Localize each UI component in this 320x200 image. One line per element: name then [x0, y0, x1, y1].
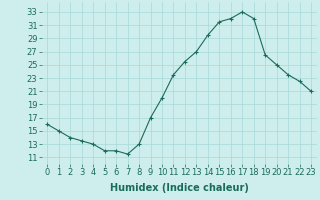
- X-axis label: Humidex (Indice chaleur): Humidex (Indice chaleur): [110, 183, 249, 193]
